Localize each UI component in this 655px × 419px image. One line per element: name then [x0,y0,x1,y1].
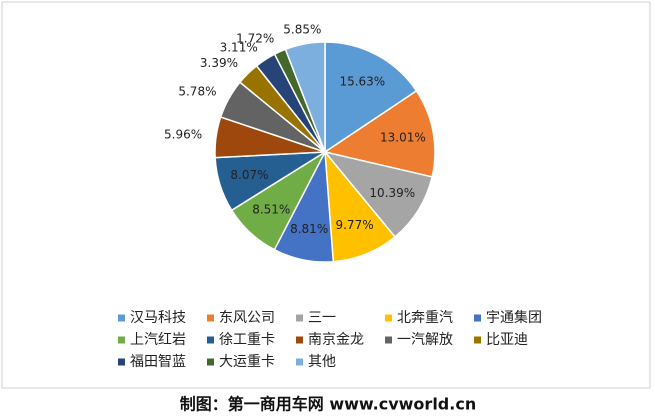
data-label: 13.01% [380,130,426,144]
legend-swatch [385,336,392,344]
legend-swatch [207,358,214,366]
legend-label: 三一 [308,310,336,326]
legend-swatch [207,336,214,344]
data-label: 15.63% [339,75,385,89]
legend-label: 东风公司 [219,310,275,326]
data-label: 8.07% [230,168,268,182]
legend-swatch [296,358,303,366]
pie-slice [284,41,326,153]
data-label: 8.81% [290,222,328,236]
data-label: 9.77% [335,218,373,232]
legend-label: 汉马科技 [130,310,186,326]
data-label: 3.11% [220,40,258,54]
legend-swatch [474,336,481,344]
data-label: 1.72% [236,31,274,45]
legend-label: 其他 [308,354,336,370]
legend-label: 宇通集团 [486,309,542,326]
legend-swatch [118,358,125,366]
legend-swatch [474,314,481,322]
legend-swatch [118,336,125,344]
legend-swatch [296,314,303,322]
legend-label: 徐工重卡 [219,332,275,348]
legend-label: 北奔重汽 [397,310,453,326]
legend-swatch [118,314,125,322]
data-label: 5.96% [164,128,202,142]
legend-swatch [296,336,303,344]
legend-label: 福田智蓝 [130,354,186,370]
caption: 制图：第一商用车网 www.cvworld.cn [180,395,476,414]
legend-label: 大运重卡 [219,354,275,370]
data-label: 10.39% [369,186,415,200]
data-label: 8.51% [252,203,290,217]
legend-swatch [385,314,392,322]
data-label: 5.85% [283,23,321,37]
data-label: 5.78% [178,84,216,98]
pie-slice [324,41,418,154]
legend-swatch [207,314,214,322]
data-label: 3.39% [200,56,238,70]
pie-slice [323,89,436,178]
legend-label: 南京金龙 [308,332,364,348]
legend-label: 一汽解放 [397,332,453,348]
pie-slice [323,150,434,238]
legend-label: 上汽红岩 [130,332,186,348]
legend-label: 比亚迪 [486,332,528,348]
